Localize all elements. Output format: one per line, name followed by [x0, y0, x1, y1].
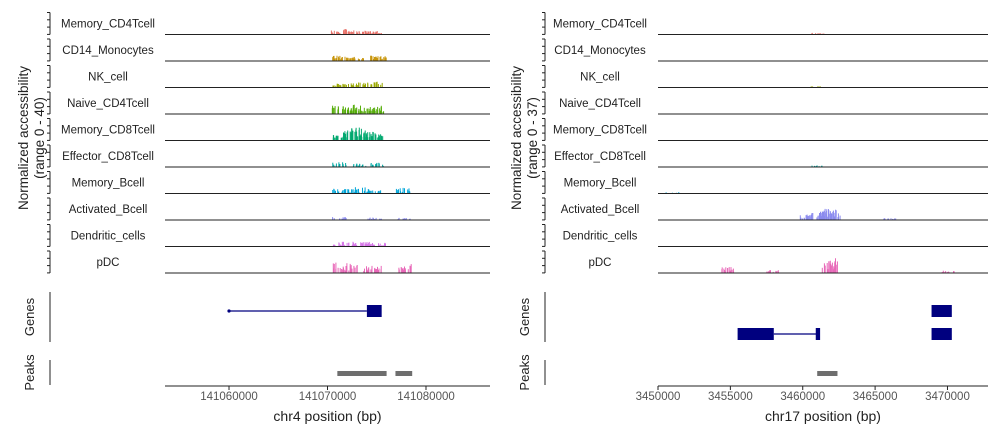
- gene-exon: [737, 328, 774, 340]
- x-axis-title: chr4 position (bp): [273, 408, 381, 424]
- track-activated-bcell: Activated_Bcell: [542, 197, 988, 221]
- x-tick-label: 3450000: [636, 391, 681, 403]
- gene-exon: [815, 328, 821, 340]
- track-label: Memory_CD8Tcell: [553, 125, 647, 137]
- genes-track: Genes: [517, 292, 952, 342]
- gene-exon: [366, 305, 382, 317]
- track-label: Effector_CD8Tcell: [554, 151, 646, 163]
- track-nk-cell: NK_cell: [542, 65, 988, 89]
- gene-tss-marker: [227, 309, 231, 313]
- track-label: Naive_CD4Tcell: [67, 98, 149, 110]
- track-cd14-monocytes: CD14_Monocytes: [47, 38, 490, 62]
- track-memory-cd8tcell: Memory_CD8Tcell: [47, 118, 490, 142]
- track-nk-cell: NK_cell: [47, 65, 490, 89]
- track-cd14-monocytes: CD14_Monocytes: [542, 38, 988, 62]
- track-dendritic-cells: Dendritic_cells: [542, 224, 988, 248]
- track-activated-bcell: Activated_Bcell: [47, 197, 490, 221]
- track-label: Naive_CD4Tcell: [559, 98, 641, 110]
- x-tick-label: 3455000: [708, 391, 753, 403]
- x-tick-label: 141060000: [200, 391, 258, 403]
- peak-region: [337, 371, 387, 376]
- genes-track: Genes: [22, 292, 382, 342]
- track-pdc: pDC: [542, 250, 988, 274]
- track-naive-cd4tcell: Naive_CD4Tcell: [47, 91, 490, 115]
- genes-track-label: Genes: [517, 297, 532, 336]
- track-label: NK_cell: [88, 72, 128, 84]
- y-axis-title-line: Normalized accessibility: [16, 66, 31, 210]
- track-memory-cd4tcell: Memory_CD4Tcell: [542, 12, 988, 36]
- y-axis-title-line: (range 0 - 40): [32, 97, 47, 179]
- track-label: CD14_Monocytes: [554, 45, 646, 57]
- track-label: pDC: [96, 257, 119, 269]
- track-label: CD14_Monocytes: [62, 45, 154, 57]
- track-memory-bcell: Memory_Bcell: [47, 171, 490, 195]
- track-label: Memory_Bcell: [564, 178, 637, 190]
- track-label: Dendritic_cells: [563, 231, 638, 243]
- track-memory-cd4tcell: Memory_CD4Tcell: [47, 12, 490, 36]
- y-axis-title-line: (range 0 - 37): [525, 97, 540, 179]
- track-label: Memory_CD4Tcell: [61, 19, 155, 31]
- x-tick-label: 141070000: [299, 391, 357, 403]
- peaks-track: Peaks: [517, 354, 838, 391]
- panel-2: Normalized accessibility(range 0 - 37) Me…: [509, 12, 988, 424]
- y-axis-title: Normalized accessibility(range 0 - 37): [509, 66, 540, 210]
- peak-region: [395, 371, 413, 376]
- y-axis-title: Normalized accessibility(range 0 - 40): [16, 66, 47, 210]
- track-naive-cd4tcell: Naive_CD4Tcell: [542, 91, 988, 115]
- track-dendritic-cells: Dendritic_cells: [47, 224, 490, 248]
- peaks-track-label: Peaks: [22, 354, 37, 391]
- track-memory-bcell: Memory_Bcell: [542, 171, 988, 195]
- track-label: Activated_Bcell: [69, 204, 148, 216]
- track-label: Memory_CD8Tcell: [61, 125, 155, 137]
- track-label: Activated_Bcell: [561, 204, 640, 216]
- track-label: Effector_CD8Tcell: [62, 151, 154, 163]
- x-tick-label: 3460000: [780, 391, 825, 403]
- x-tick-label: 141080000: [397, 391, 455, 403]
- panel-1: Normalized accessibility(range 0 - 40) Me…: [16, 12, 490, 424]
- y-axis-title-line: Normalized accessibility: [509, 66, 524, 210]
- peaks-track-label: Peaks: [517, 354, 532, 391]
- x-axis-title: chr17 position (bp): [765, 408, 881, 424]
- genes-track-label: Genes: [22, 297, 37, 336]
- track-effector-cd8tcell: Effector_CD8Tcell: [542, 144, 988, 168]
- track-label: Memory_CD4Tcell: [553, 19, 647, 31]
- track-pdc: pDC: [47, 250, 490, 274]
- gene-exon: [931, 328, 952, 340]
- track-effector-cd8tcell: Effector_CD8Tcell: [47, 144, 490, 168]
- gene-exon: [931, 305, 952, 317]
- peak-region: [817, 371, 838, 376]
- x-tick-label: 3470000: [925, 391, 970, 403]
- track-label: Memory_Bcell: [72, 178, 145, 190]
- x-axis: 3450000 3455000 3460000 3465000 3470000 chr17…: [636, 385, 988, 424]
- track-label: Dendritic_cells: [71, 231, 146, 243]
- x-tick-label: 3465000: [853, 391, 898, 403]
- track-memory-cd8tcell: Memory_CD8Tcell: [542, 118, 988, 142]
- x-axis: 141060000 141070000 141080000 chr4 position…: [165, 385, 490, 424]
- track-label: pDC: [588, 257, 611, 269]
- peaks-track: Peaks: [22, 354, 413, 391]
- track-label: NK_cell: [580, 72, 620, 84]
